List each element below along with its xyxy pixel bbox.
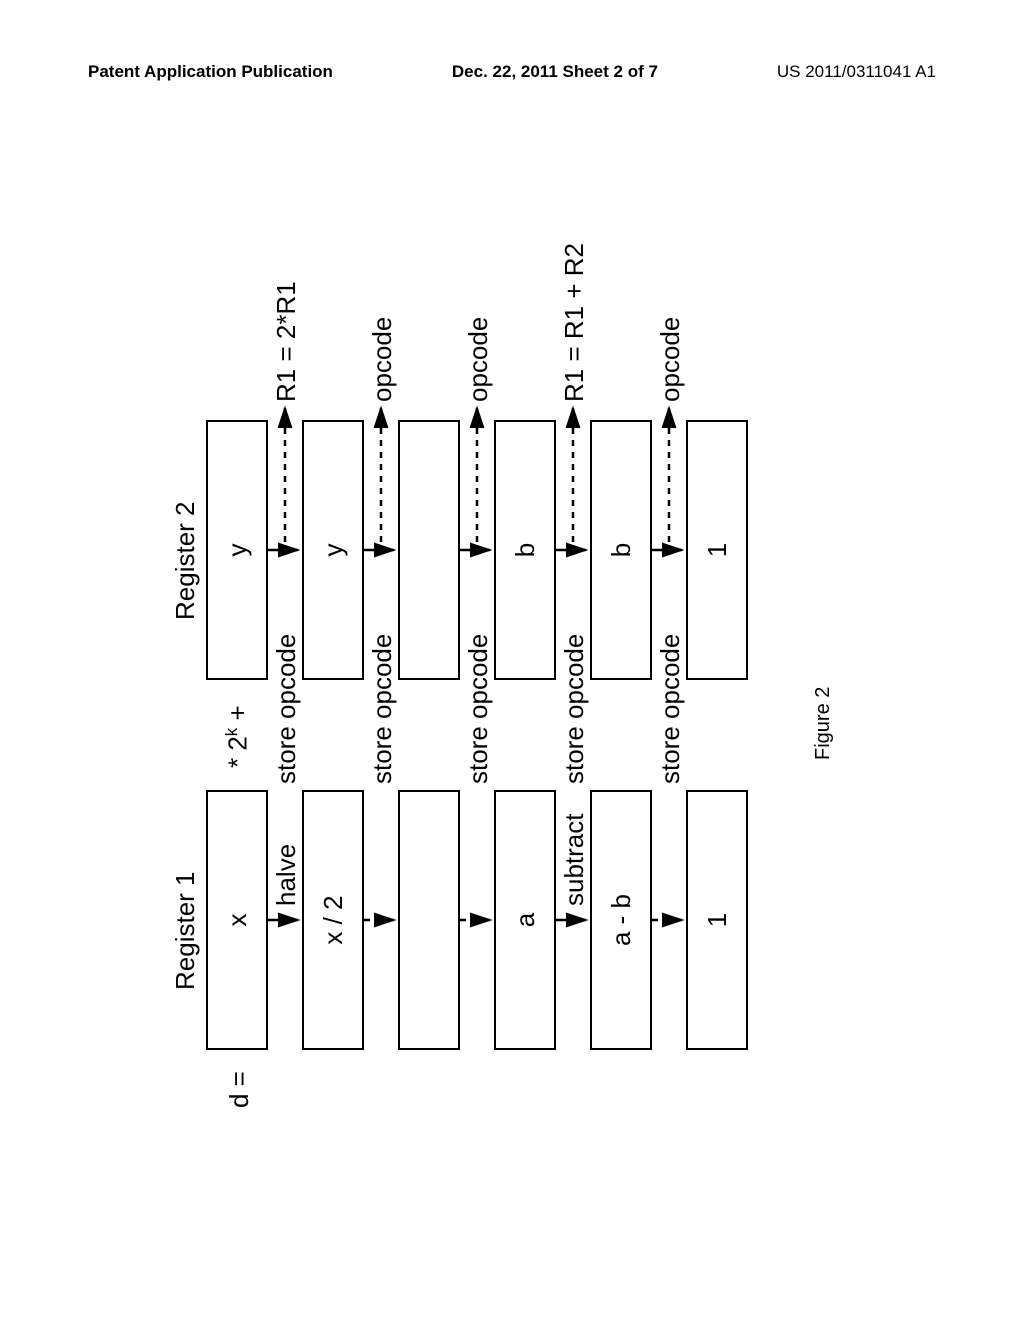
store-opcode-3: store opcode bbox=[559, 634, 590, 784]
diagram-rotated-container: d = Register 1 * 2k + Register 2 xy x / 2 yaba… bbox=[122, 160, 902, 1160]
store-opcode-2: store opcode bbox=[463, 634, 494, 784]
op-left-0: halve bbox=[271, 844, 302, 906]
figure-caption: Figure 2 bbox=[812, 687, 835, 760]
store-opcode-0: store opcode bbox=[271, 634, 302, 784]
opcode-0: R1 = 2*R1 bbox=[271, 281, 302, 402]
r1-box-3: a bbox=[494, 790, 556, 1050]
r2-box-3: b bbox=[494, 420, 556, 680]
r2-box-5: 1 bbox=[686, 420, 748, 680]
r2-box-1: y bbox=[302, 420, 364, 680]
opcode-3: R1 = R1 + R2 bbox=[559, 243, 590, 402]
r1-box-4: a - b bbox=[590, 790, 652, 1050]
store-opcode-1: store opcode bbox=[367, 634, 398, 784]
multiplier-label: * 2k + bbox=[222, 705, 254, 768]
header-left: Patent Application Publication bbox=[88, 62, 333, 82]
r2-box-4: b bbox=[590, 420, 652, 680]
op-left-3: subtract bbox=[559, 814, 590, 907]
r1-box-0: x bbox=[206, 790, 268, 1050]
register1-label: Register 1 bbox=[170, 872, 201, 991]
opcode-2: opcode bbox=[463, 317, 494, 402]
header-right: US 2011/0311041 A1 bbox=[777, 62, 936, 82]
d-equals: d = bbox=[224, 1071, 255, 1108]
diagram: d = Register 1 * 2k + Register 2 xy x / 2 yaba… bbox=[122, 160, 902, 1160]
r2-box-0: y bbox=[206, 420, 268, 680]
r2-box-2 bbox=[398, 420, 460, 680]
register2-label: Register 2 bbox=[170, 502, 201, 621]
opcode-4: opcode bbox=[655, 317, 686, 402]
r1-box-1: x / 2 bbox=[302, 790, 364, 1050]
r1-box-5: 1 bbox=[686, 790, 748, 1050]
r1-box-2 bbox=[398, 790, 460, 1050]
header-center: Dec. 22, 2011 Sheet 2 of 7 bbox=[452, 62, 658, 82]
opcode-1: opcode bbox=[367, 317, 398, 402]
store-opcode-4: store opcode bbox=[655, 634, 686, 784]
